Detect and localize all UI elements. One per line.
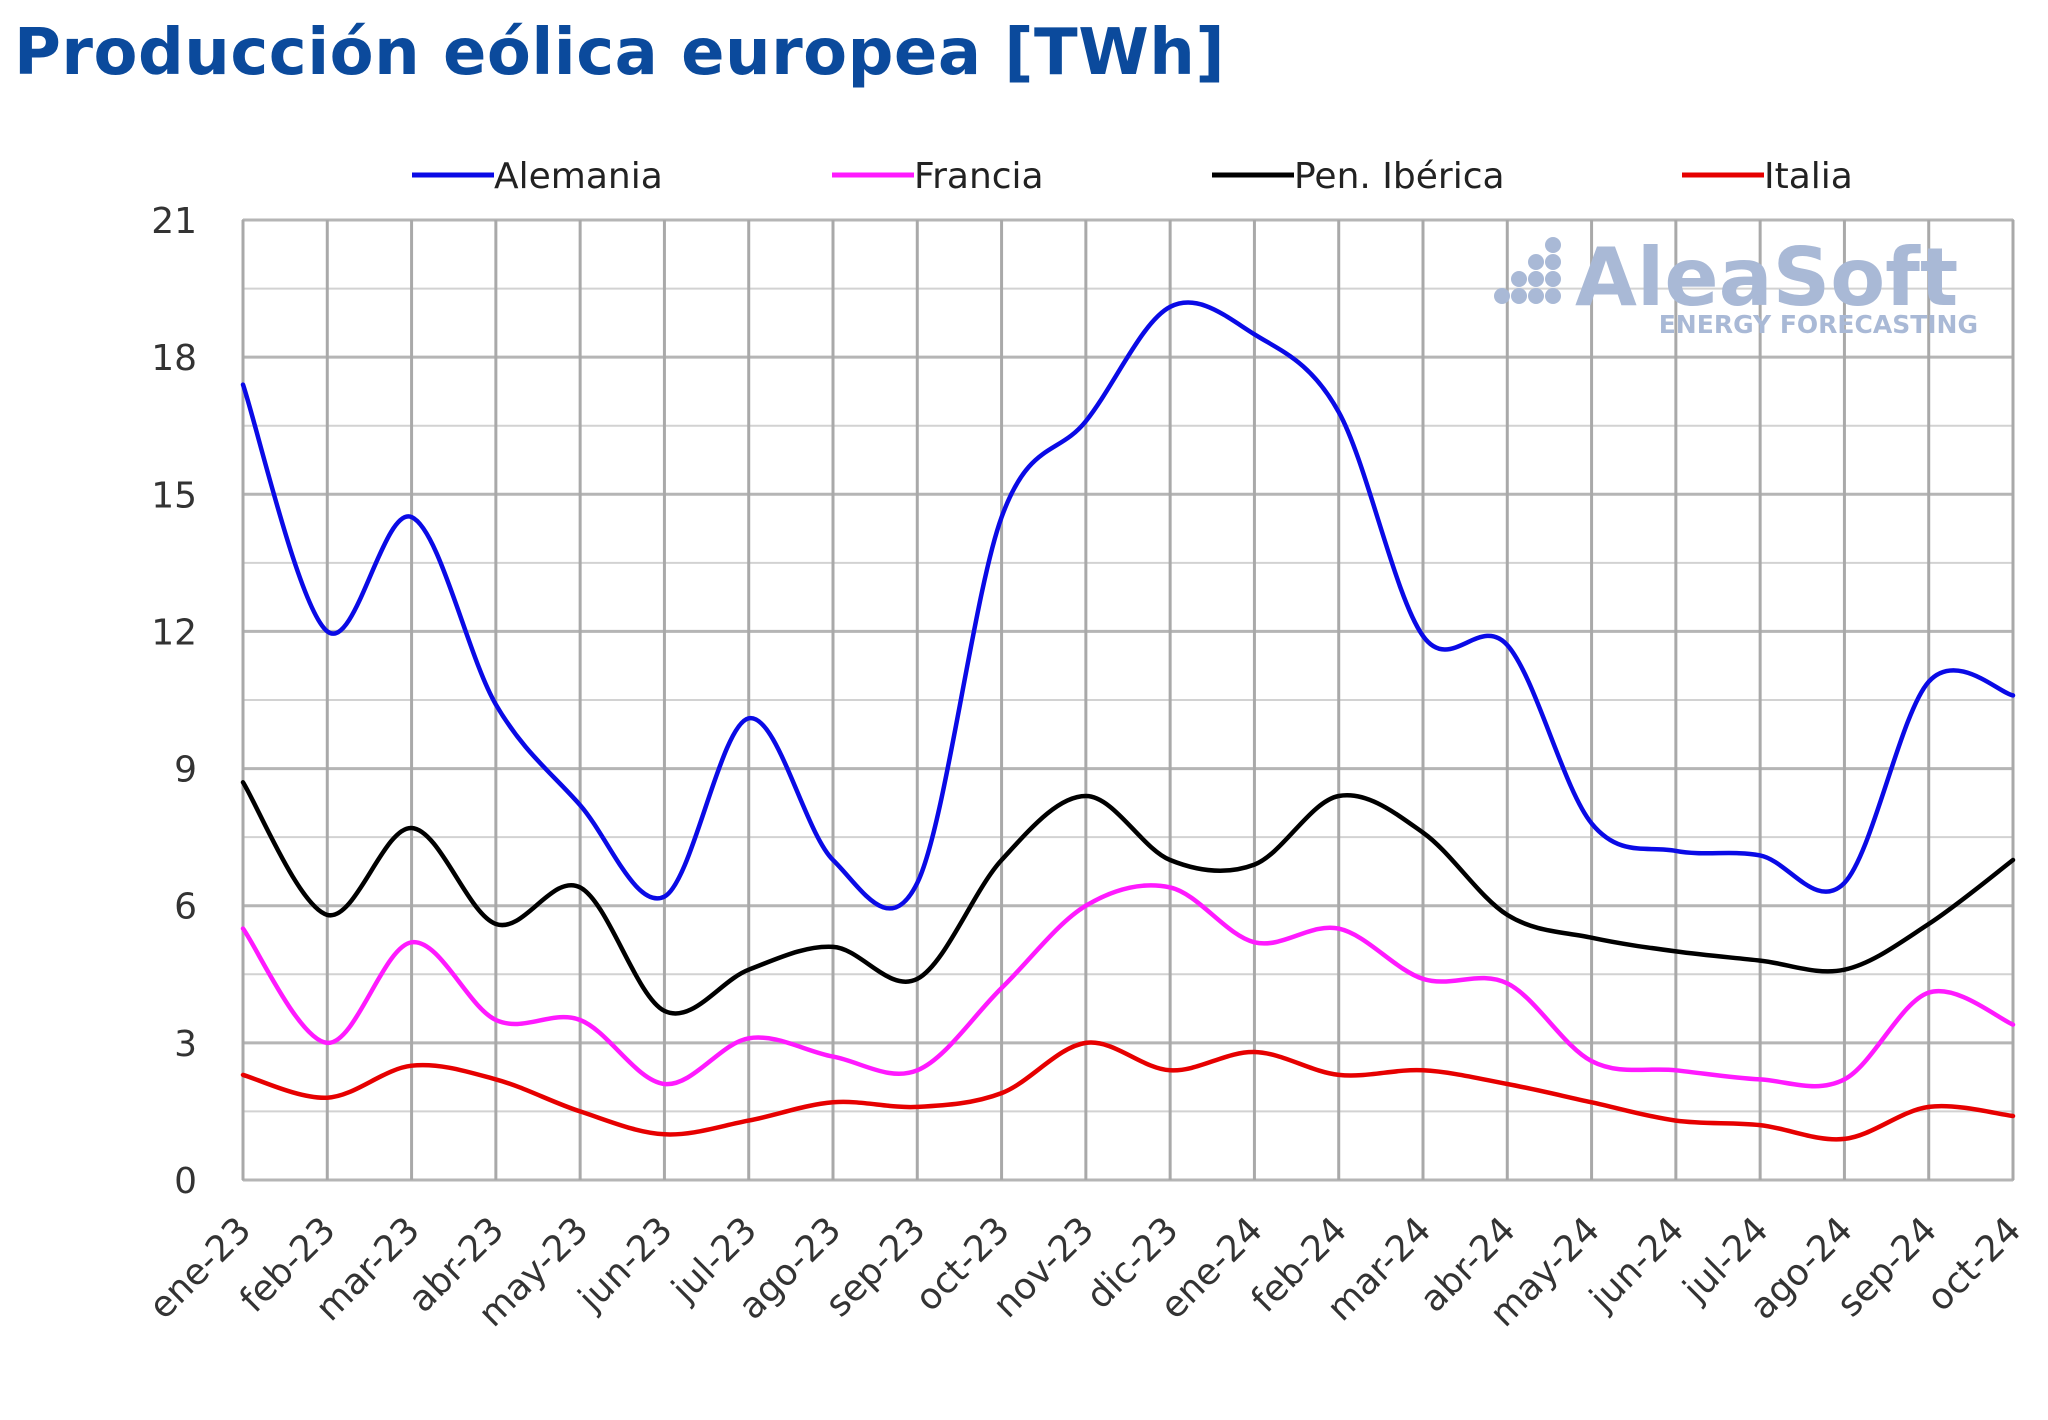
x-tick-label: oct-24 [1919, 1209, 2029, 1319]
y-tick-label: 12 [151, 612, 197, 653]
chart-title: Producción eólica europea [TWh] [14, 16, 1226, 90]
x-tick-label: jun-24 [1582, 1209, 1693, 1320]
legend: Alemania Francia Pen. Ibérica Italia [412, 156, 1853, 197]
y-tick-label: 18 [151, 338, 197, 379]
watermark-tagline: ENERGY FORECASTING [1659, 310, 1978, 339]
x-tick-label: jun-23 [570, 1209, 681, 1320]
series-line-italia [240, 1040, 2016, 1142]
legend-label-italia: Italia [1764, 156, 1853, 197]
series-line-alemania [240, 300, 2016, 911]
y-tick-label: 15 [151, 475, 197, 516]
series-line-pen-iberica [240, 780, 2016, 1016]
series-line-francia [240, 883, 2016, 1089]
y-tick-label: 9 [174, 750, 197, 791]
y-tick-label: 21 [151, 201, 197, 242]
y-tick-label: 6 [174, 887, 197, 928]
x-tick-label: ene-23 [141, 1209, 259, 1327]
y-tick-label: 3 [174, 1024, 197, 1065]
y-tick-label: 0 [174, 1161, 197, 1202]
grid [241, 218, 2015, 1182]
watermark-brand: AleaSoft [1575, 231, 1958, 324]
series [240, 300, 2016, 1142]
aleasoft-dots-icon [1494, 237, 1561, 304]
legend-label-francia: Francia [914, 156, 1044, 197]
legend-label-alemania: Alemania [494, 156, 663, 197]
aleasoft-watermark: AleaSoft ENERGY FORECASTING [1494, 231, 1978, 339]
legend-label-pen-iberica: Pen. Ibérica [1294, 156, 1505, 197]
